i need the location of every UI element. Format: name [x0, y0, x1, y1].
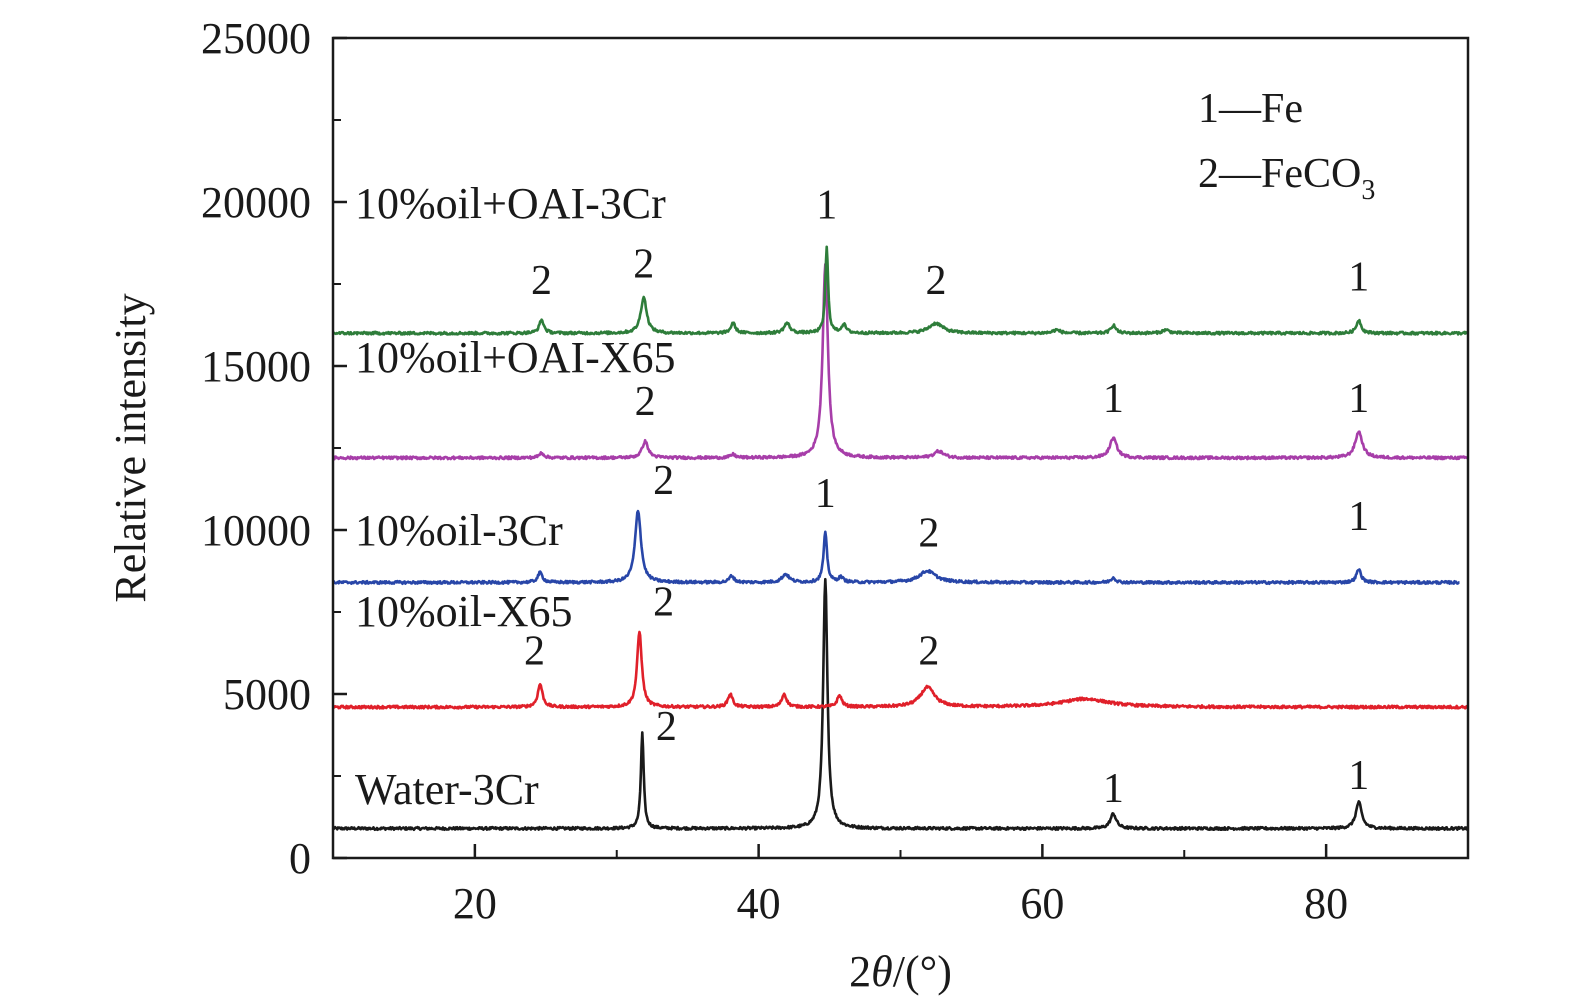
legend: 1—Fe 2—FeCO3 [1198, 86, 1375, 206]
y-tick-label: 25000 [201, 14, 311, 63]
peak-label: 1 [816, 182, 837, 228]
peak-label: 1 [1348, 753, 1369, 799]
peak-label: 2 [653, 458, 674, 504]
peak-label: 1 [1103, 376, 1124, 422]
peak-label: 2 [653, 579, 674, 625]
y-tick-label: 15000 [201, 342, 311, 391]
legend-entry-feco3-main: 2—FeCO [1198, 151, 1361, 197]
peak-label: 2 [633, 241, 654, 287]
y-tick-label: 10000 [201, 506, 311, 555]
plot-lines [331, 245, 1470, 832]
peak-label: 2 [635, 379, 656, 425]
y-axis-title: Relative intensity [106, 293, 155, 602]
legend-entry-feco3-subscript: 3 [1361, 175, 1375, 206]
peak-label: 2 [925, 258, 946, 304]
series-line-0 [331, 577, 1470, 832]
y-tick-label: 20000 [201, 178, 311, 227]
x-tick-label: 20 [453, 879, 497, 928]
series-line-4 [332, 245, 1470, 336]
series-label-3: 10%oil+OAI-X65 [355, 333, 676, 382]
legend-entry-fe: 1—Fe [1198, 86, 1303, 132]
peak-label: 2 [918, 510, 939, 556]
series-labels: Water-3Cr 10%oil-X65 10%oil-3Cr 10%oil+OAI-… [355, 179, 676, 814]
x-tick-label: 60 [1020, 879, 1064, 928]
peak-label: 1 [1103, 766, 1124, 812]
series-line-3 [332, 262, 1469, 461]
x-axis-title: 2θ/(°) [849, 947, 952, 996]
peak-label: 1 [1348, 376, 1369, 422]
series-label-0: Water-3Cr [355, 765, 539, 814]
series-label-1: 10%oil-X65 [355, 587, 573, 636]
x-tick-label: 40 [737, 879, 781, 928]
axis-ticks: 20 40 60 80 0 5000 10000 15000 20000 25000 [201, 14, 1469, 928]
peak-label: 2 [918, 628, 939, 674]
legend-entry-feco3: 2—FeCO3 [1198, 151, 1375, 206]
series-line-1 [332, 630, 1470, 710]
peak-label: 2 [524, 628, 545, 674]
series-label-2: 10%oil-3Cr [355, 506, 563, 555]
series-label-4: 10%oil+OAI-3Cr [355, 179, 666, 228]
peak-label: 1 [815, 471, 836, 517]
peak-annotations: 2 1 1 2 2 2 2 1 2 1 2 1 1 2 2 1 2 1 [524, 182, 1369, 812]
x-tick-label: 80 [1304, 879, 1348, 928]
peak-label: 2 [656, 704, 677, 750]
y-tick-label: 0 [289, 834, 311, 883]
peak-label: 2 [531, 258, 552, 304]
peak-label: 1 [1348, 255, 1369, 301]
y-tick-label: 5000 [223, 670, 311, 719]
series-line-2 [332, 509, 1461, 586]
peak-label: 1 [1348, 494, 1369, 540]
